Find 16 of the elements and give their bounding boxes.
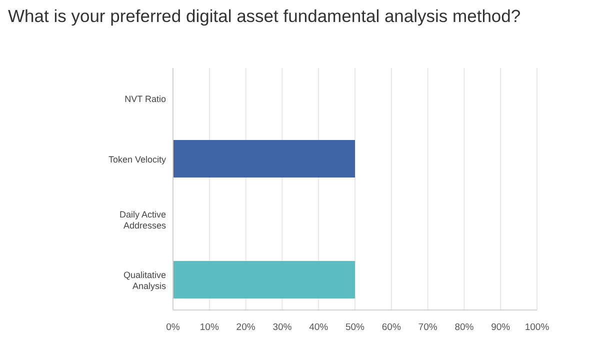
x-tick-label: 40% (309, 322, 329, 333)
x-tick-label: 0% (166, 322, 180, 333)
x-tick-label: 80% (454, 322, 474, 333)
x-tick-label: 100% (524, 322, 550, 333)
x-tick-label: 90% (491, 322, 511, 333)
x-tick-label: 30% (272, 322, 292, 333)
y-tick-label: Qualitative Analysis (123, 270, 166, 291)
y-tick-label: NVT Ratio (124, 94, 166, 104)
x-tick-label: 20% (236, 322, 256, 333)
x-tick-label: 10% (200, 322, 220, 333)
x-tick-label: 60% (382, 322, 402, 333)
y-tick-label: Token Velocity (108, 154, 166, 164)
y-tick-label: Daily Active Addresses (119, 209, 166, 230)
chart-title: What is your preferred digital asset fundamental analysis method? (8, 6, 521, 26)
x-tick-label: 50% (345, 322, 366, 333)
x-tick-label: 70% (418, 322, 438, 333)
